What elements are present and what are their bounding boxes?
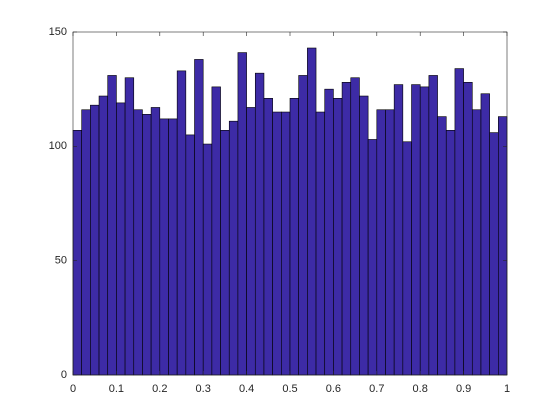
bar bbox=[159, 118, 169, 376]
bar bbox=[220, 130, 230, 376]
bar bbox=[307, 47, 317, 376]
bar bbox=[437, 116, 447, 376]
x-tick-label: 0.3 bbox=[196, 383, 211, 395]
x-tick-label: 0.9 bbox=[456, 383, 471, 395]
bar bbox=[272, 111, 282, 376]
bar bbox=[428, 75, 438, 376]
x-tick-label: 0.2 bbox=[152, 383, 167, 395]
bar bbox=[246, 107, 256, 376]
bar bbox=[254, 72, 265, 376]
bar bbox=[498, 116, 508, 376]
bar bbox=[359, 95, 369, 376]
bar bbox=[237, 52, 247, 376]
bar bbox=[324, 88, 334, 376]
bar bbox=[194, 59, 204, 376]
bar bbox=[454, 68, 464, 376]
bar bbox=[142, 114, 152, 376]
bar bbox=[298, 75, 308, 376]
bar bbox=[168, 118, 178, 376]
bar bbox=[281, 111, 291, 376]
bar bbox=[202, 143, 213, 376]
bar bbox=[133, 109, 143, 376]
x-tick-label: 0.6 bbox=[326, 383, 341, 395]
x-tick-label: 0 bbox=[70, 383, 76, 395]
x-tick-label: 0.5 bbox=[282, 383, 297, 395]
bar bbox=[350, 77, 360, 376]
bar bbox=[445, 130, 456, 376]
bar bbox=[90, 104, 100, 376]
bar bbox=[385, 109, 395, 376]
x-tick-label: 0.1 bbox=[109, 383, 124, 395]
bar bbox=[315, 111, 326, 376]
bar bbox=[411, 84, 421, 376]
x-tick-label: 0.8 bbox=[413, 383, 428, 395]
bar bbox=[333, 98, 343, 376]
bar bbox=[402, 141, 412, 376]
bar bbox=[107, 75, 117, 376]
bar bbox=[176, 70, 187, 376]
bar bbox=[116, 102, 126, 376]
y-tick-label: 100 bbox=[49, 140, 67, 152]
bar bbox=[124, 77, 135, 376]
bar bbox=[81, 109, 91, 376]
bar bbox=[367, 139, 378, 376]
bar bbox=[72, 130, 82, 376]
y-tick-label: 50 bbox=[55, 255, 67, 267]
bar bbox=[376, 109, 386, 376]
bar bbox=[463, 82, 473, 376]
bar bbox=[98, 95, 109, 376]
x-tick-label: 0.7 bbox=[369, 383, 384, 395]
bar bbox=[263, 98, 273, 376]
x-tick-label: 1 bbox=[504, 383, 510, 395]
bar bbox=[480, 93, 490, 376]
y-tick-label: 0 bbox=[61, 369, 67, 381]
bar bbox=[341, 82, 352, 376]
bar bbox=[228, 120, 239, 376]
bar bbox=[489, 132, 499, 376]
bar bbox=[211, 86, 221, 376]
bar bbox=[150, 107, 161, 376]
y-tick-label: 150 bbox=[49, 26, 67, 38]
bar bbox=[185, 134, 195, 376]
bar bbox=[393, 84, 404, 376]
bar bbox=[289, 98, 299, 376]
x-tick-label: 0.4 bbox=[239, 383, 254, 395]
bar bbox=[471, 109, 482, 376]
bar bbox=[419, 86, 430, 376]
